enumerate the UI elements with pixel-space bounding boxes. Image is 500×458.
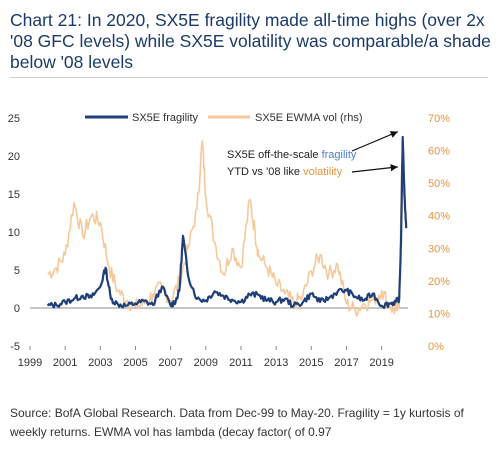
y2-tick-label: 70% xyxy=(428,113,450,125)
x-tick-label: 2005 xyxy=(123,357,147,369)
y-tick-label: -5 xyxy=(10,341,20,353)
series-line-fragility xyxy=(46,135,408,309)
annotation-line-1: SX5E off-the-scale fragility xyxy=(227,149,357,161)
source-note: Source: BofA Global Research. Data from … xyxy=(10,406,464,439)
x-tick-label: 1999 xyxy=(18,357,42,369)
x-tick-label: 2015 xyxy=(299,357,323,369)
chart-title: Chart 21: In 2020, SX5E fragility made a… xyxy=(10,10,491,72)
y2-tick-label: 0% xyxy=(428,341,444,353)
series-line-ewma-vol xyxy=(47,140,407,317)
annotation-arrow-volatility xyxy=(351,164,398,173)
y2-tick-label: 30% xyxy=(428,243,450,255)
y2-tick-label: 60% xyxy=(428,146,450,158)
x-tick-label: 2007 xyxy=(158,357,182,369)
x-tick-label: 2011 xyxy=(229,357,253,369)
y2-tick-label: 20% xyxy=(428,276,450,288)
annotation-arrow-fragility xyxy=(351,131,399,152)
y-tick-label: 5 xyxy=(14,265,20,277)
x-tick-label: 2019 xyxy=(369,357,393,369)
y2-tick-label: 50% xyxy=(428,178,450,190)
y2-tick-label: 40% xyxy=(428,211,450,223)
legend-label-ewma-vol: SX5E EWMA vol (rhs) xyxy=(255,112,363,124)
x-tick-label: 2009 xyxy=(194,357,218,369)
title-divider xyxy=(10,77,488,78)
y-tick-label: 10 xyxy=(8,227,20,239)
y-tick-label: 15 xyxy=(8,189,20,201)
x-tick-label: 2003 xyxy=(88,357,112,369)
annotation-line-2: YTD vs '08 like volatility xyxy=(227,166,343,178)
y-tick-label: 25 xyxy=(8,113,20,125)
x-tick-label: 2013 xyxy=(264,357,288,369)
y2-tick-label: 10% xyxy=(428,308,450,320)
x-tick-label: 2017 xyxy=(334,357,358,369)
legend-label-fragility: SX5E fragility xyxy=(132,112,199,124)
y-tick-label: 20 xyxy=(8,151,20,163)
x-tick-label: 2001 xyxy=(53,357,77,369)
y-tick-label: 0 xyxy=(14,303,20,315)
